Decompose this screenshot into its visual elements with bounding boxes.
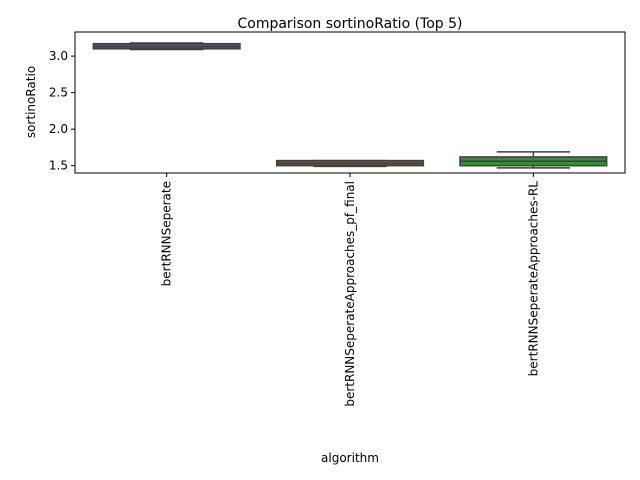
x-axis-label: algorithm (321, 451, 379, 465)
y-axis-label: sortinoRatio (24, 66, 38, 138)
y-tick-label: 1.5 (49, 159, 68, 173)
chart-title: Comparison sortinoRatio (Top 5) (237, 16, 462, 32)
x-tick-label: bertRNNSeperateApproaches_pf_final (343, 181, 357, 407)
x-tick-label: bertRNNSeperateApproaches-RL (526, 181, 540, 377)
y-tick-label: 3.0 (49, 49, 68, 63)
x-tick-label: bertRNNSeperate (160, 181, 174, 286)
y-tick-label: 2.0 (49, 122, 68, 136)
y-tick-label: 2.5 (49, 86, 68, 100)
